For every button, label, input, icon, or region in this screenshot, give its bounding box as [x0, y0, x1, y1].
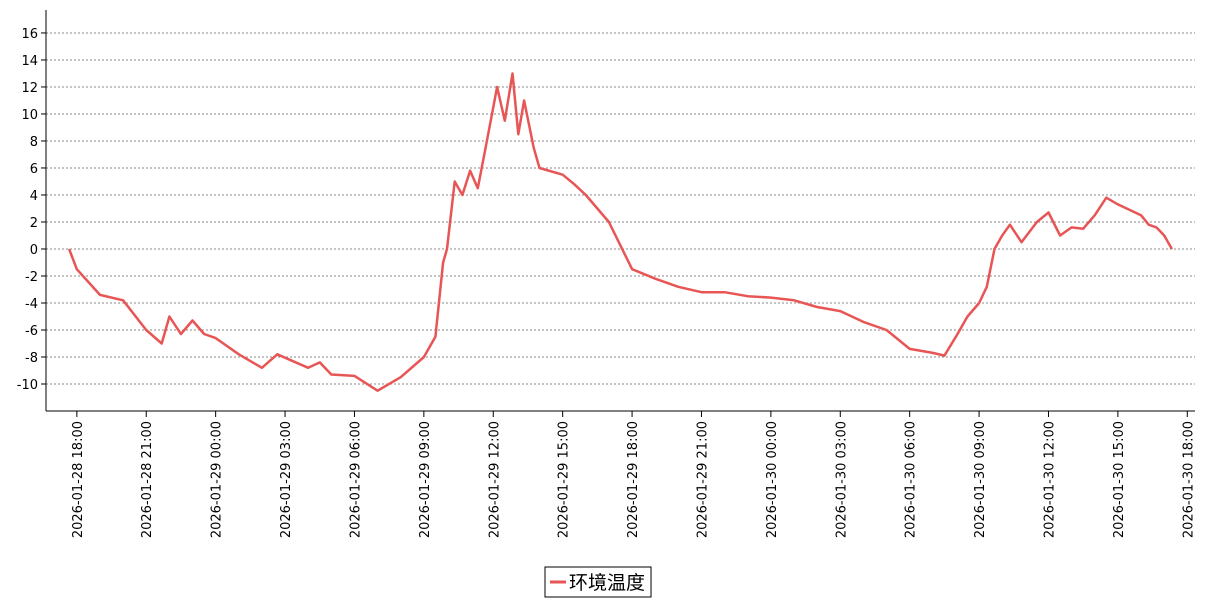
y-tick-label: 2 [30, 216, 38, 231]
legend-label: 环境温度 [569, 572, 645, 594]
x-tick-label: 2026-01-29 00:00 [210, 421, 225, 538]
y-tick-label: 8 [30, 135, 38, 150]
x-tick-label: 2026-01-29 12:00 [487, 421, 502, 538]
x-tick-label: 2026-01-30 03:00 [834, 421, 849, 538]
y-tick-label: 0 [30, 243, 38, 258]
x-tick-label: 2026-01-30 00:00 [765, 421, 780, 538]
y-tick-label: 10 [21, 108, 38, 123]
x-tick-label: 2026-01-28 21:00 [140, 421, 155, 538]
y-tick-label: 6 [30, 162, 38, 177]
legend: 环境温度 [544, 566, 652, 598]
x-tick-label: 2026-01-30 09:00 [973, 421, 988, 538]
x-tick-label: 2026-01-30 06:00 [904, 421, 919, 538]
y-tick-label: 12 [21, 81, 38, 96]
x-tick-label: 2026-01-29 03:00 [279, 421, 294, 538]
y-tick-label: 14 [21, 54, 38, 69]
y-tick-label: 4 [30, 189, 38, 204]
y-tick-label: -2 [25, 270, 38, 285]
y-tick-label: -4 [25, 297, 38, 312]
line [67, 72, 1173, 392]
x-tick-label: 2026-01-30 18:00 [1181, 421, 1196, 538]
x-tick-label: 2026-01-29 09:00 [418, 421, 433, 538]
x-tick-label: 2026-01-29 21:00 [695, 421, 710, 538]
x-tick-label: 2026-01-30 15:00 [1112, 421, 1127, 538]
x-tick-label: 2026-01-29 15:00 [557, 421, 572, 538]
x-tick-label: 2026-01-28 18:00 [71, 421, 86, 538]
y-tick-label: -6 [25, 324, 38, 339]
y-tick-label: 16 [21, 27, 38, 42]
y-tick-label: -8 [25, 351, 38, 366]
x-tick-label: 2026-01-30 12:00 [1042, 421, 1057, 538]
x-tick-label: 2026-01-29 18:00 [626, 421, 641, 538]
y-tick-label: -10 [17, 378, 38, 393]
x-tick-label: 2026-01-29 06:00 [348, 421, 363, 538]
